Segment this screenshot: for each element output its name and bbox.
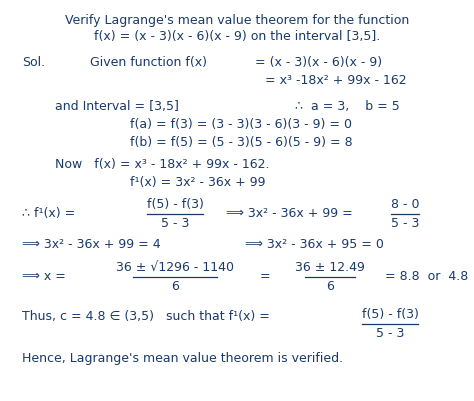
Text: ⟹ x =: ⟹ x = [22,270,66,283]
Text: 6: 6 [326,280,334,293]
Text: ⟹ 3x² - 36x + 95 = 0: ⟹ 3x² - 36x + 95 = 0 [245,238,384,251]
Text: f(x) = (x - 3)(x - 6)(x - 9) on the interval [3,5].: f(x) = (x - 3)(x - 6)(x - 9) on the inte… [94,30,380,43]
Text: Sol.: Sol. [22,56,45,69]
Text: ⟹ 3x² - 36x + 99 =: ⟹ 3x² - 36x + 99 = [218,207,353,220]
Text: 5 - 3: 5 - 3 [161,217,189,230]
Text: Thus, c = 4.8 ∈ (3,5)   such that f¹(x) =: Thus, c = 4.8 ∈ (3,5) such that f¹(x) = [22,310,270,323]
Text: Now   f(x) = x³ - 18x² + 99x - 162.: Now f(x) = x³ - 18x² + 99x - 162. [55,158,270,171]
Text: f(5) - f(3): f(5) - f(3) [146,198,203,211]
Text: f(a) = f(3) = (3 - 3)(3 - 6)(3 - 9) = 0: f(a) = f(3) = (3 - 3)(3 - 6)(3 - 9) = 0 [130,118,352,131]
Text: = (x - 3)(x - 6)(x - 9): = (x - 3)(x - 6)(x - 9) [255,56,382,69]
Text: = 8.8  or  4.8: = 8.8 or 4.8 [385,270,468,283]
Text: f¹(x) = 3x² - 36x + 99: f¹(x) = 3x² - 36x + 99 [130,176,265,189]
Text: and Interval = [3,5]: and Interval = [3,5] [55,100,179,113]
Text: = x³ -18x² + 99x - 162: = x³ -18x² + 99x - 162 [265,74,407,87]
Text: ⟹ 3x² - 36x + 99 = 4: ⟹ 3x² - 36x + 99 = 4 [22,238,161,251]
Text: f(b) = f(5) = (5 - 3)(5 - 6)(5 - 9) = 8: f(b) = f(5) = (5 - 3)(5 - 6)(5 - 9) = 8 [130,136,353,149]
Text: ∴  a = 3,    b = 5: ∴ a = 3, b = 5 [295,100,400,113]
Text: =: = [260,270,271,283]
Text: Hence, Lagrange's mean value theorem is verified.: Hence, Lagrange's mean value theorem is … [22,352,343,365]
Text: 5 - 3: 5 - 3 [391,217,419,230]
Text: 36 ± √1296 - 1140: 36 ± √1296 - 1140 [116,261,234,274]
Text: 5 - 3: 5 - 3 [376,327,404,340]
Text: Verify Lagrange's mean value theorem for the function: Verify Lagrange's mean value theorem for… [65,14,409,27]
Text: f(5) - f(3): f(5) - f(3) [362,308,419,321]
Text: 36 ± 12.49: 36 ± 12.49 [295,261,365,274]
Text: Given function f(x): Given function f(x) [90,56,207,69]
Text: 6: 6 [171,280,179,293]
Text: 8 - 0: 8 - 0 [391,198,419,211]
Text: ∴ f¹(x) =: ∴ f¹(x) = [22,207,75,220]
